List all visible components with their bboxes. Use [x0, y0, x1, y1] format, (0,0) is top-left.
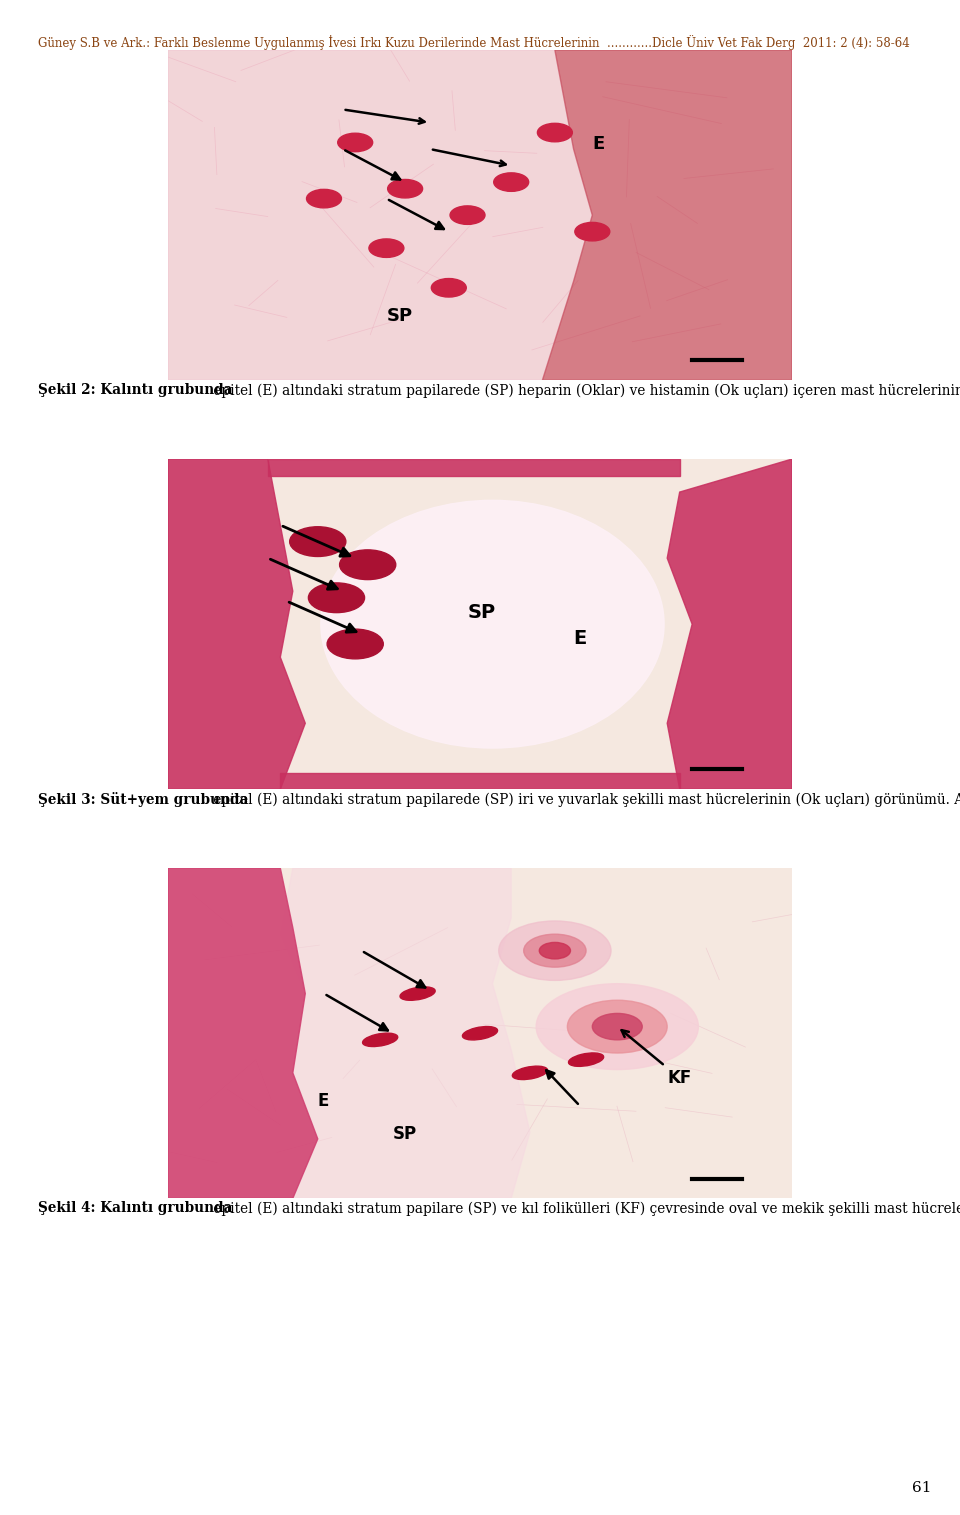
Text: Şekil 3: Süt+yem grubunda: Şekil 3: Süt+yem grubunda — [38, 792, 249, 807]
Polygon shape — [280, 773, 680, 789]
Ellipse shape — [400, 986, 435, 1000]
Text: E: E — [592, 135, 605, 153]
Circle shape — [338, 133, 372, 152]
Circle shape — [431, 279, 467, 297]
Text: KF: KF — [621, 1030, 691, 1086]
Text: Şekil 2: Kalıntı grubunda: Şekil 2: Kalıntı grubunda — [38, 383, 233, 397]
Circle shape — [493, 173, 529, 191]
Circle shape — [290, 527, 346, 556]
Text: epitel (E) altındaki stratum papilarede (SP) iri ve yuvarlak şekilli mast hücrel: epitel (E) altındaki stratum papilarede … — [208, 792, 960, 806]
Circle shape — [369, 239, 404, 258]
Circle shape — [308, 583, 365, 612]
Ellipse shape — [513, 1067, 547, 1080]
Circle shape — [567, 1000, 667, 1053]
Circle shape — [450, 206, 485, 224]
Circle shape — [499, 921, 611, 980]
Circle shape — [388, 179, 422, 198]
Polygon shape — [268, 459, 680, 476]
Polygon shape — [168, 50, 592, 380]
Text: Şekil 4: Kalıntı grubunda: Şekil 4: Kalıntı grubunda — [38, 1201, 233, 1215]
Text: SP: SP — [468, 603, 495, 621]
Ellipse shape — [463, 1027, 497, 1039]
Text: 61: 61 — [912, 1482, 931, 1495]
Text: SP: SP — [393, 1126, 417, 1142]
Text: epitel (E) altındaki stratum papilare (SP) ve kıl folikülleri (KF) çevresinde ov: epitel (E) altındaki stratum papilare (S… — [208, 1201, 960, 1215]
Text: SP: SP — [386, 308, 413, 324]
Text: Güney S.B ve Ark.: Farklı Beslenme Uygulanmış İvesi Irkı Kuzu Derilerinde Mast H: Güney S.B ve Ark.: Farklı Beslenme Uygul… — [38, 35, 910, 50]
Circle shape — [536, 983, 698, 1070]
Polygon shape — [542, 50, 792, 380]
Circle shape — [327, 629, 383, 659]
Polygon shape — [168, 868, 318, 1198]
Circle shape — [524, 935, 586, 967]
Circle shape — [340, 550, 396, 580]
Ellipse shape — [568, 1053, 604, 1067]
Ellipse shape — [321, 500, 664, 748]
Circle shape — [306, 189, 342, 208]
Polygon shape — [168, 459, 305, 789]
Text: E: E — [318, 1092, 329, 1110]
Ellipse shape — [363, 1033, 397, 1047]
Polygon shape — [280, 868, 530, 1198]
Circle shape — [540, 942, 570, 959]
Circle shape — [592, 1014, 642, 1039]
Text: epitel (E) altındaki stratum papilarede (SP) heparin (Oklar) ve histamin (Ok uçl: epitel (E) altındaki stratum papilarede … — [208, 383, 960, 397]
Text: E: E — [574, 629, 587, 648]
Circle shape — [575, 223, 610, 241]
Circle shape — [538, 123, 572, 142]
Polygon shape — [667, 459, 792, 789]
